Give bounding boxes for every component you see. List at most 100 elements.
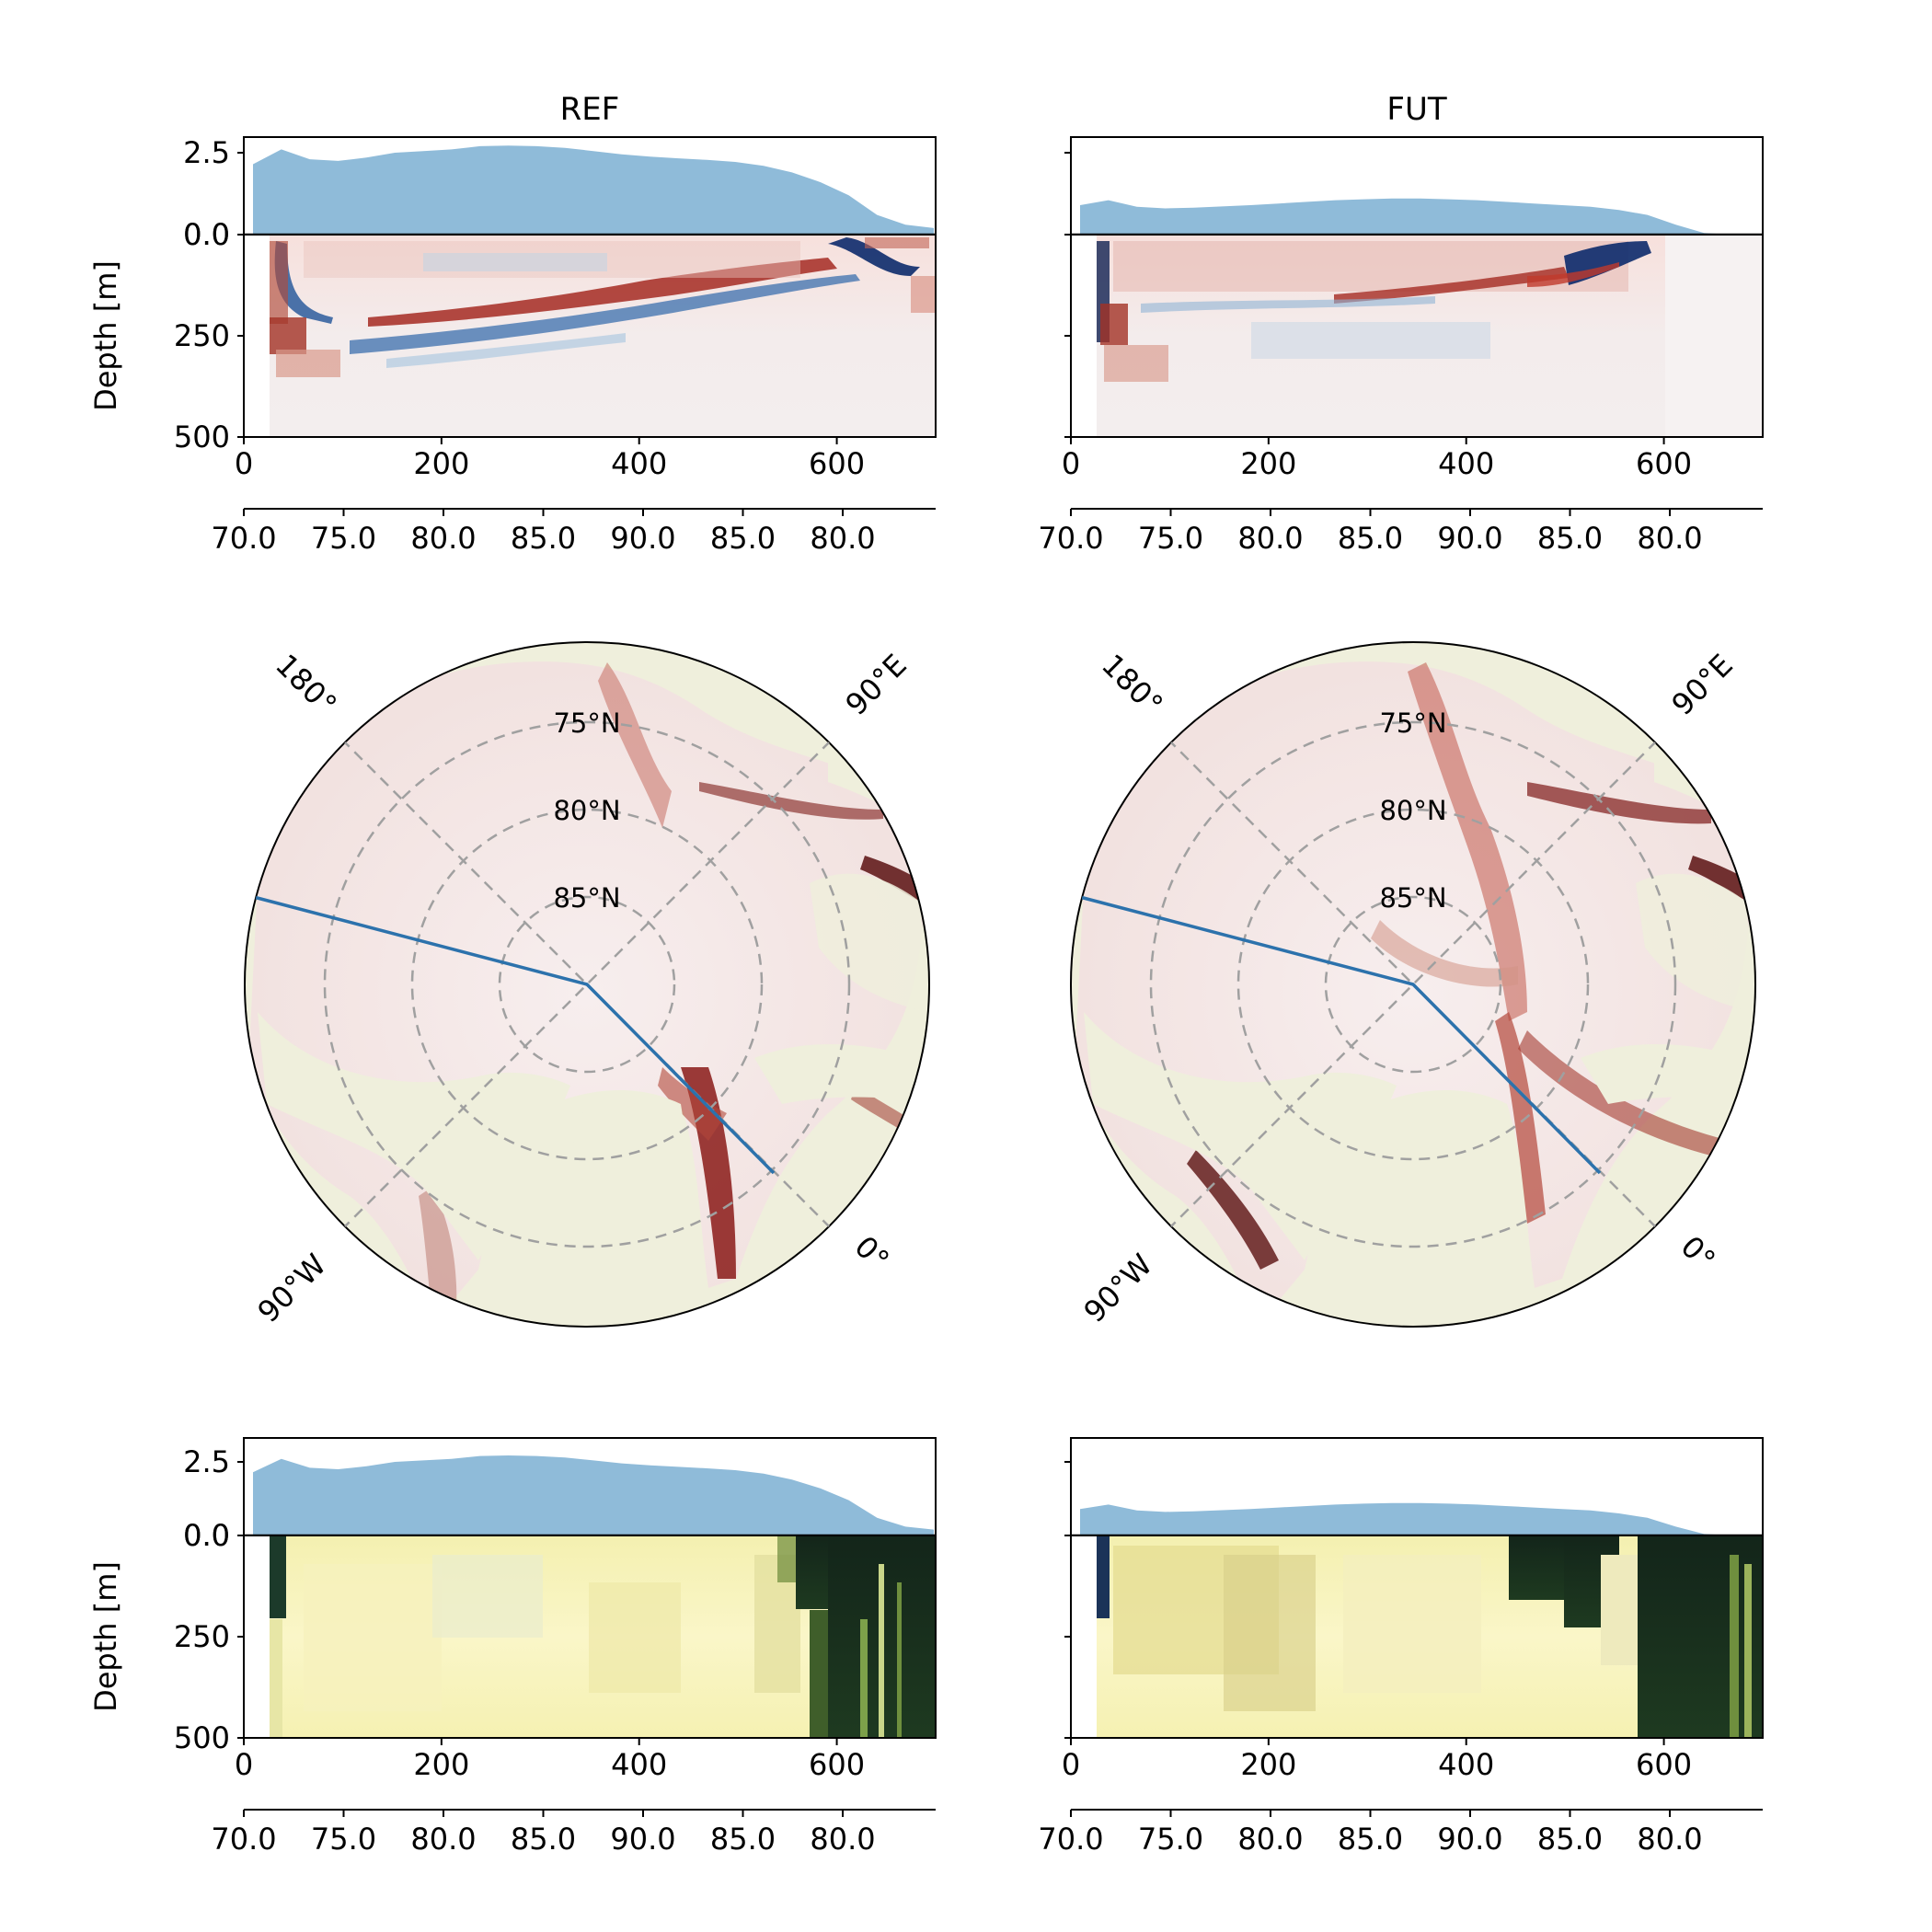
latitude-tick-label: 85.0 [1537,521,1603,556]
latitude-tick-label: 85.0 [511,521,576,556]
ref-top-section-heatmap [244,235,936,437]
latitude-tick-label: 80.0 [1637,521,1702,556]
distance-tick-label: 0 [235,1747,253,1782]
fut-top-ice-area [1080,198,1761,235]
latitude-tick-label: 80.0 [410,521,476,556]
map-lon-label: 0° [847,1229,896,1278]
latitude-circle [498,895,676,1074]
ytick-depth-500: 500 [174,420,230,454]
fut-bottom-section-heatmap [1071,1535,1763,1738]
bottom-row-xaxes: 0 200 400 600 70.0 75.0 80.0 85.0 90.0 85.0 80.0 0 2… [211,1738,1763,1857]
ylabel-top: Depth [m] [88,260,123,411]
latitude-tick-label: 85.0 [1537,1822,1603,1857]
map-lon-label: 90°W [1077,1248,1159,1329]
latitude-tick-label: 90.0 [1437,521,1502,556]
latitude-tick-label: 80.0 [410,1822,476,1857]
top-left-yaxis: 2.5 0.0 0.0 250 500 Depth [m] [88,135,244,454]
latitude-circle [410,808,764,1161]
latitude-tick-label: 80.0 [810,1822,875,1857]
distance-tick-label: 600 [809,1747,865,1782]
ytick-depth-250-bottom: 250 [174,1619,230,1654]
distance-tick-label: 0 [1062,1747,1080,1782]
top-right-yaxis [1064,152,1071,438]
ytick-depth-500-bottom: 500 [174,1720,230,1755]
latitude-tick-label: 70.0 [1038,1822,1103,1857]
ytick-ice-0.0-bottom: 0.0 [183,1518,230,1553]
map-lon-label: 90°E [1665,648,1740,722]
map-lat-label: 85°N [553,882,620,914]
latitude-circle [323,720,851,1248]
bottom-left-yaxis: 2.5 0.0 0.0 250 500 Depth [m] [88,1444,244,1755]
latitude-circle [1324,895,1502,1074]
latitude-tick-label: 85.0 [1338,521,1403,556]
ytick-depth-0-bottom: 0.0 [183,1518,230,1553]
ref-top-ice-area [253,145,934,235]
bottom-right-yaxis [1064,1461,1071,1739]
latitude-tick-label: 70.0 [1038,521,1103,556]
fut-top-section-heatmap [1071,235,1763,437]
latitude-tick-label: 75.0 [311,521,376,556]
ylabel-bottom: Depth [m] [88,1561,123,1712]
latitude-tick-label: 80.0 [1637,1822,1702,1857]
column-title-ref: REF [560,91,620,128]
latitude-circle [1236,808,1590,1161]
transect-line [249,894,776,1175]
distance-tick-label: 0 [235,446,253,481]
map-lon-label: 0° [1673,1229,1722,1278]
map-graticule [245,642,929,1327]
distance-tick-label: 600 [1636,446,1692,481]
top-row-xaxes: 0 200 400 600 70.0 75.0 80.0 85.0 90.0 85.0 80.0 0 2… [211,437,1763,556]
latitude-tick-label: 80.0 [810,521,875,556]
ref-bottom-ice-panel [243,1437,937,1537]
latitude-tick-label: 70.0 [211,521,276,556]
fut-bottom-ice-area [1080,1502,1761,1535]
latitude-tick-label: 75.0 [1138,1822,1203,1857]
fut-top-ice-panel [1070,136,1764,236]
column-title-fut: FUT [1386,91,1446,128]
distance-tick-label: 200 [413,446,469,481]
latitude-tick-label: 70.0 [211,1822,276,1857]
ytick-ice-0.0: 0.0 [183,217,230,252]
latitude-tick-label: 85.0 [710,1822,776,1857]
latitude-tick-label: 85.0 [511,1822,576,1857]
distance-tick-label: 200 [413,1747,469,1782]
map-graticule [1071,642,1755,1327]
distance-tick-label: 400 [1438,1747,1494,1782]
ref-top-ice-panel [243,136,937,236]
transect-line [1075,894,1602,1175]
latitude-tick-label: 85.0 [1338,1822,1403,1857]
ytick-ice-2.5: 2.5 [183,135,230,170]
distance-tick-label: 400 [611,1747,667,1782]
latitude-tick-label: 75.0 [1138,521,1203,556]
distance-tick-label: 600 [809,446,865,481]
distance-tick-label: 600 [1636,1747,1692,1782]
distance-tick-label: 0 [1062,446,1080,481]
map-lon-label: 90°W [251,1248,333,1329]
latitude-tick-label: 90.0 [1437,1822,1502,1857]
map-lon-label: 180° [269,648,343,722]
distance-tick-label: 400 [1438,446,1494,481]
latitude-tick-label: 85.0 [710,521,776,556]
ref-bottom-section-heatmap [244,1535,936,1738]
map-lat-label: 75°N [1379,707,1446,739]
map-lat-label: 75°N [553,707,620,739]
ytick-depth-250: 250 [174,318,230,353]
map-lon-label: 180° [1095,648,1169,722]
distance-tick-label: 200 [1240,446,1296,481]
map-lat-label: 85°N [1379,882,1446,914]
map-lon-label: 90°E [839,648,914,722]
latitude-tick-label: 90.0 [610,1822,675,1857]
latitude-circle [1149,720,1677,1248]
latitude-tick-label: 80.0 [1237,521,1303,556]
latitude-tick-label: 90.0 [610,521,675,556]
ref-bottom-ice-area [253,1455,934,1535]
map-lat-label: 80°N [1379,795,1446,826]
distance-tick-label: 200 [1240,1747,1296,1782]
map-lat-label: 80°N [553,795,620,826]
distance-tick-label: 400 [611,446,667,481]
ytick-depth-0: 0.0 [183,217,230,252]
ytick-ice-2.5-bottom: 2.5 [183,1444,230,1479]
fut-bottom-ice-panel [1070,1437,1764,1537]
latitude-tick-label: 80.0 [1237,1822,1303,1857]
